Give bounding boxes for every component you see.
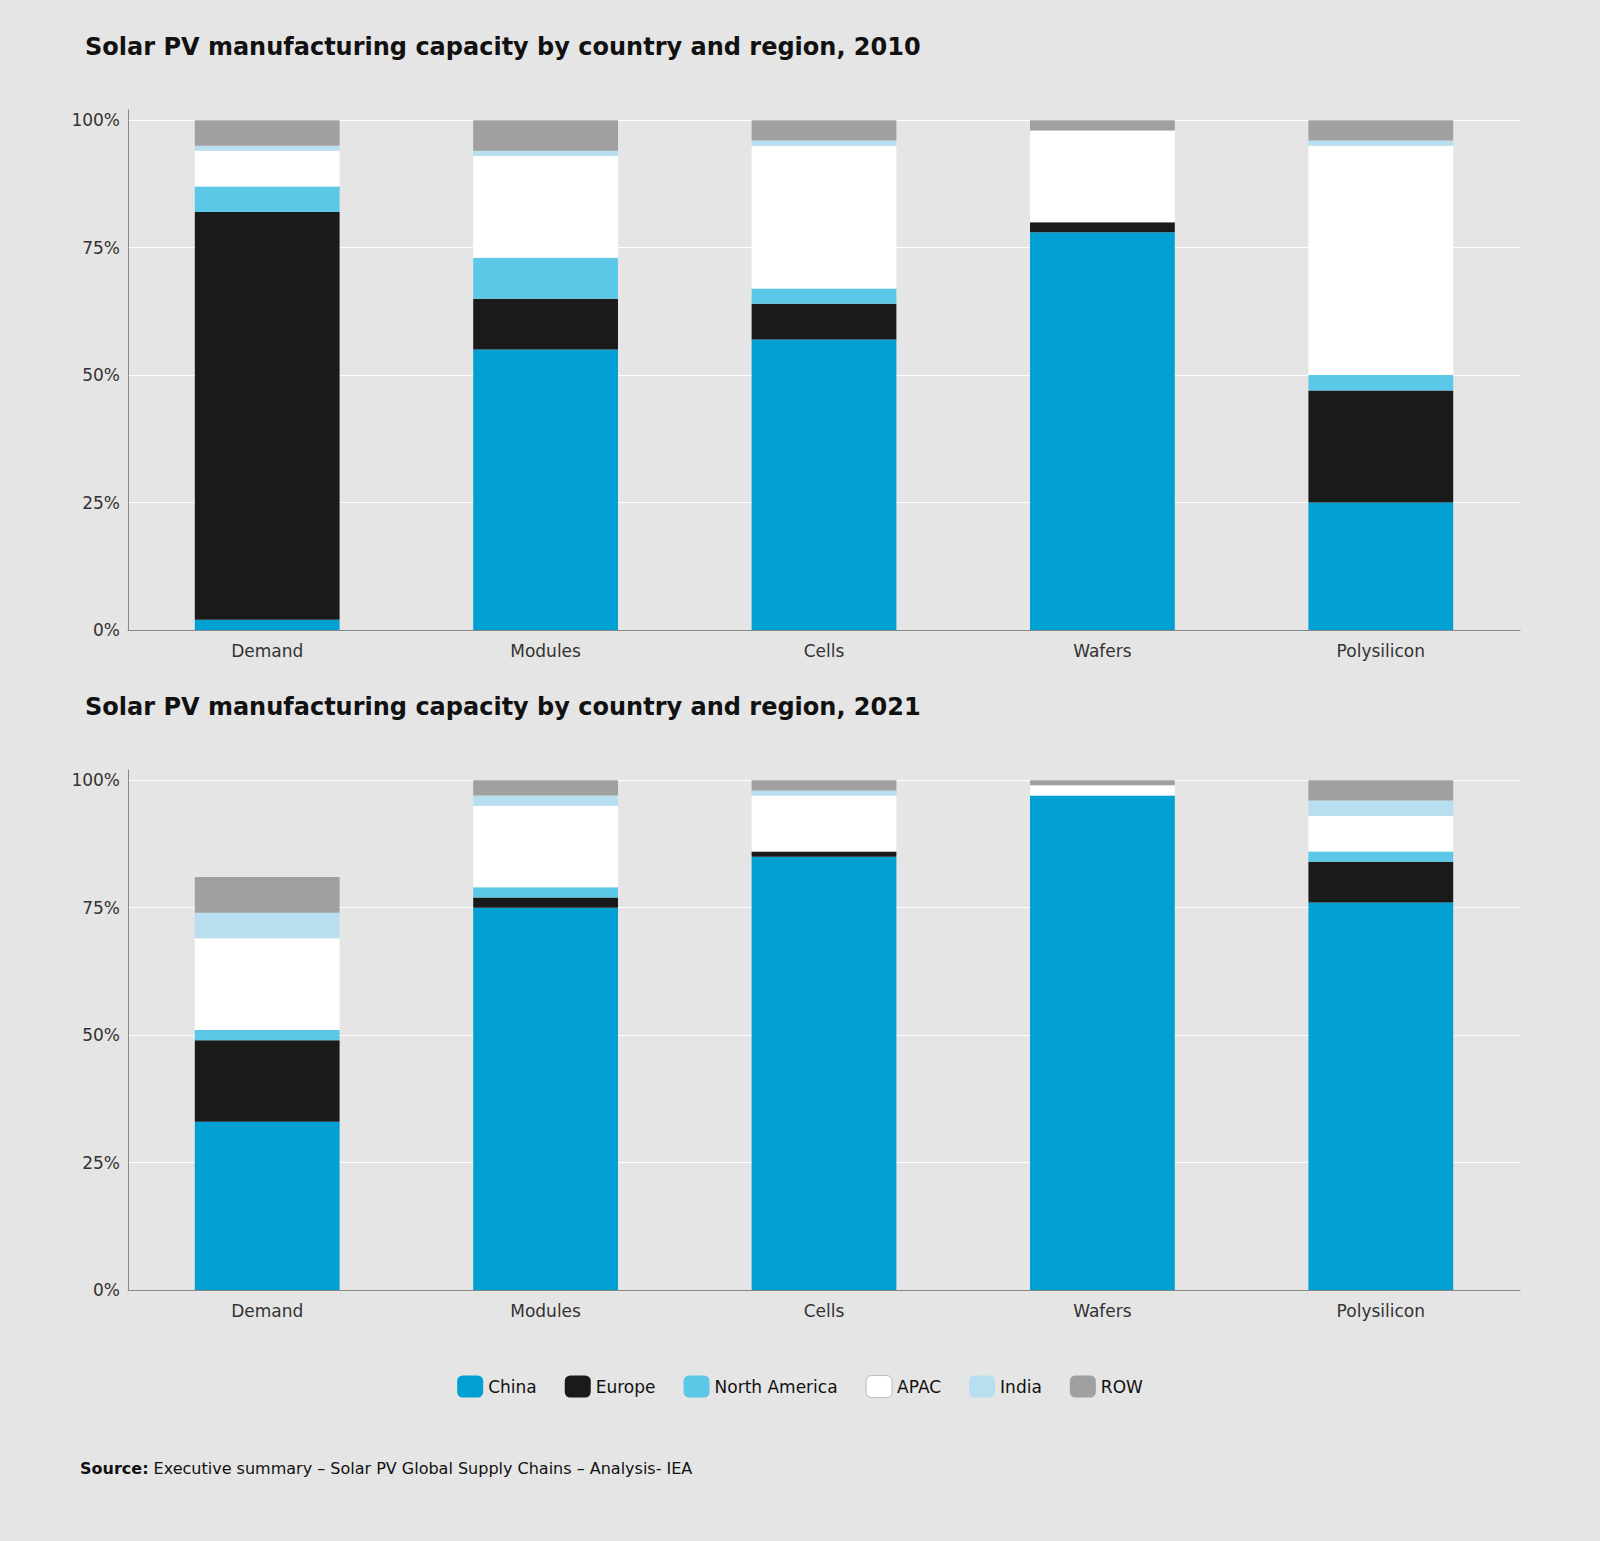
svg-text:75%: 75% bbox=[82, 898, 120, 918]
svg-text:Modules: Modules bbox=[510, 641, 581, 661]
svg-text:Solar PV manufacturing capacit: Solar PV manufacturing capacity by count… bbox=[85, 693, 921, 721]
svg-text:25%: 25% bbox=[82, 1153, 120, 1173]
svg-text:Cells: Cells bbox=[804, 641, 845, 661]
svg-text:Polysilicon: Polysilicon bbox=[1337, 1301, 1425, 1321]
svg-text:50%: 50% bbox=[82, 365, 120, 385]
svg-text:Demand: Demand bbox=[231, 1301, 303, 1321]
svg-text:Source:: Source: bbox=[80, 1459, 149, 1478]
svg-text:Modules: Modules bbox=[510, 1301, 581, 1321]
svg-text:Executive summary – Solar PV G: Executive summary – Solar PV Global Supp… bbox=[149, 1459, 693, 1478]
svg-text:India: India bbox=[1000, 1377, 1042, 1397]
svg-text:ROW: ROW bbox=[1101, 1377, 1143, 1397]
svg-text:Wafers: Wafers bbox=[1073, 641, 1132, 661]
svg-text:Demand: Demand bbox=[231, 641, 303, 661]
svg-text:100%: 100% bbox=[71, 770, 120, 790]
svg-text:Polysilicon: Polysilicon bbox=[1337, 641, 1425, 661]
svg-text:50%: 50% bbox=[82, 1025, 120, 1045]
svg-text:25%: 25% bbox=[82, 493, 120, 513]
svg-text:APAC: APAC bbox=[897, 1377, 941, 1397]
svg-text:North America: North America bbox=[715, 1377, 838, 1397]
svg-text:75%: 75% bbox=[82, 238, 120, 258]
svg-text:100%: 100% bbox=[71, 110, 120, 130]
svg-text:0%: 0% bbox=[93, 620, 120, 640]
svg-text:0%: 0% bbox=[93, 1280, 120, 1300]
svg-text:Wafers: Wafers bbox=[1073, 1301, 1132, 1321]
svg-text:Solar PV manufacturing capacit: Solar PV manufacturing capacity by count… bbox=[85, 33, 921, 61]
svg-text:Europe: Europe bbox=[596, 1377, 656, 1397]
svg-text:Cells: Cells bbox=[804, 1301, 845, 1321]
svg-text:China: China bbox=[488, 1377, 537, 1397]
